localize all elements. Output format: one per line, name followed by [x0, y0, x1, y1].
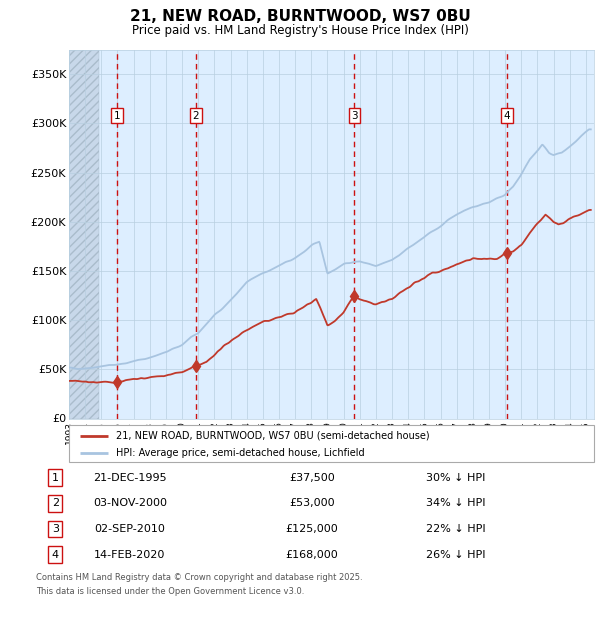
Text: 34% ↓ HPI: 34% ↓ HPI — [426, 498, 485, 508]
Text: 02-SEP-2010: 02-SEP-2010 — [94, 524, 165, 534]
Text: HPI: Average price, semi-detached house, Lichfield: HPI: Average price, semi-detached house,… — [116, 448, 365, 458]
Text: £125,000: £125,000 — [286, 524, 338, 534]
Text: 3: 3 — [351, 110, 358, 120]
Text: £53,000: £53,000 — [289, 498, 335, 508]
Text: 21-DEC-1995: 21-DEC-1995 — [93, 473, 167, 483]
Bar — [69, 50, 99, 419]
Text: This data is licensed under the Open Government Licence v3.0.: This data is licensed under the Open Gov… — [36, 587, 304, 596]
Text: 1: 1 — [52, 473, 59, 483]
Text: 1: 1 — [113, 110, 120, 120]
FancyBboxPatch shape — [69, 425, 594, 462]
Text: 2: 2 — [52, 498, 59, 508]
Text: £168,000: £168,000 — [286, 549, 338, 559]
Bar — [69, 50, 99, 419]
Text: 3: 3 — [52, 524, 59, 534]
Text: 22% ↓ HPI: 22% ↓ HPI — [426, 524, 485, 534]
Text: 26% ↓ HPI: 26% ↓ HPI — [426, 549, 485, 559]
Text: 21, NEW ROAD, BURNTWOOD, WS7 0BU (semi-detached house): 21, NEW ROAD, BURNTWOOD, WS7 0BU (semi-d… — [116, 431, 430, 441]
Text: 14-FEB-2020: 14-FEB-2020 — [94, 549, 166, 559]
Text: 21, NEW ROAD, BURNTWOOD, WS7 0BU: 21, NEW ROAD, BURNTWOOD, WS7 0BU — [130, 9, 470, 24]
Text: 2: 2 — [193, 110, 199, 120]
Text: £37,500: £37,500 — [289, 473, 335, 483]
Text: 4: 4 — [52, 549, 59, 559]
Text: 03-NOV-2000: 03-NOV-2000 — [93, 498, 167, 508]
Text: 4: 4 — [504, 110, 511, 120]
Text: Contains HM Land Registry data © Crown copyright and database right 2025.: Contains HM Land Registry data © Crown c… — [36, 574, 362, 583]
Text: Price paid vs. HM Land Registry's House Price Index (HPI): Price paid vs. HM Land Registry's House … — [131, 24, 469, 37]
Text: 30% ↓ HPI: 30% ↓ HPI — [426, 473, 485, 483]
